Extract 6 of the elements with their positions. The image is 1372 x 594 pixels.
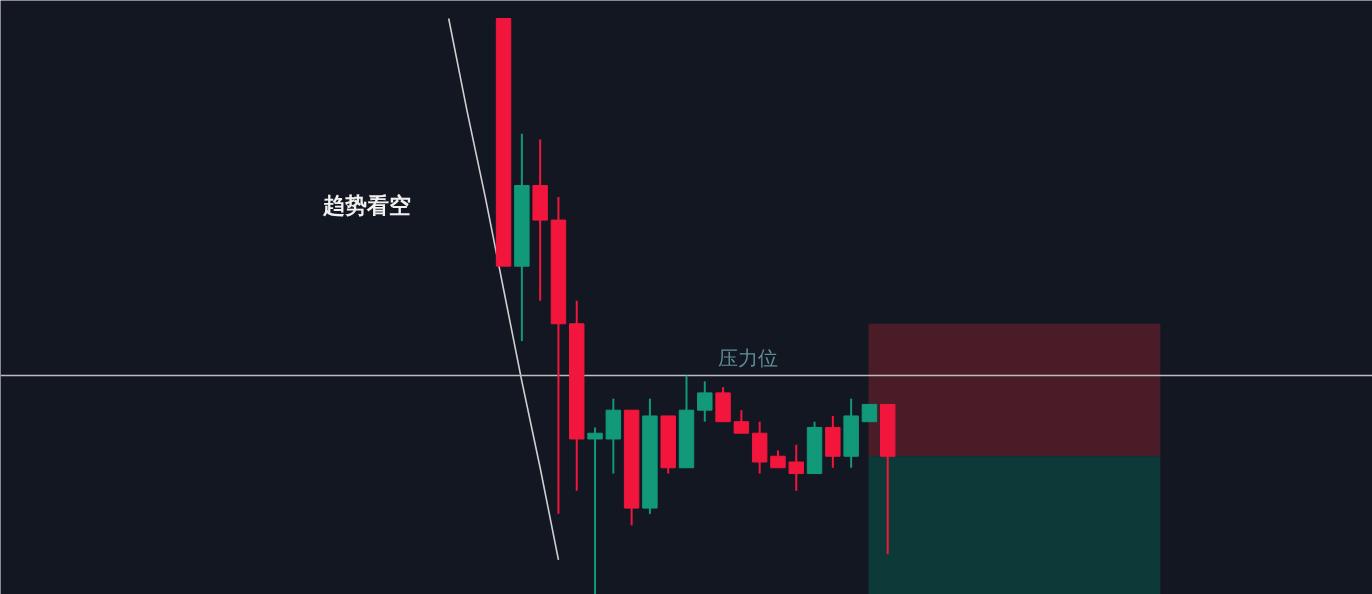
candlestick <box>697 380 713 423</box>
candlestick <box>788 443 804 492</box>
candlestick <box>587 426 603 594</box>
ref-line-label: 压力位 <box>718 345 779 370</box>
annotation: 趋势看空 <box>321 193 411 218</box>
candlestick <box>733 409 750 435</box>
